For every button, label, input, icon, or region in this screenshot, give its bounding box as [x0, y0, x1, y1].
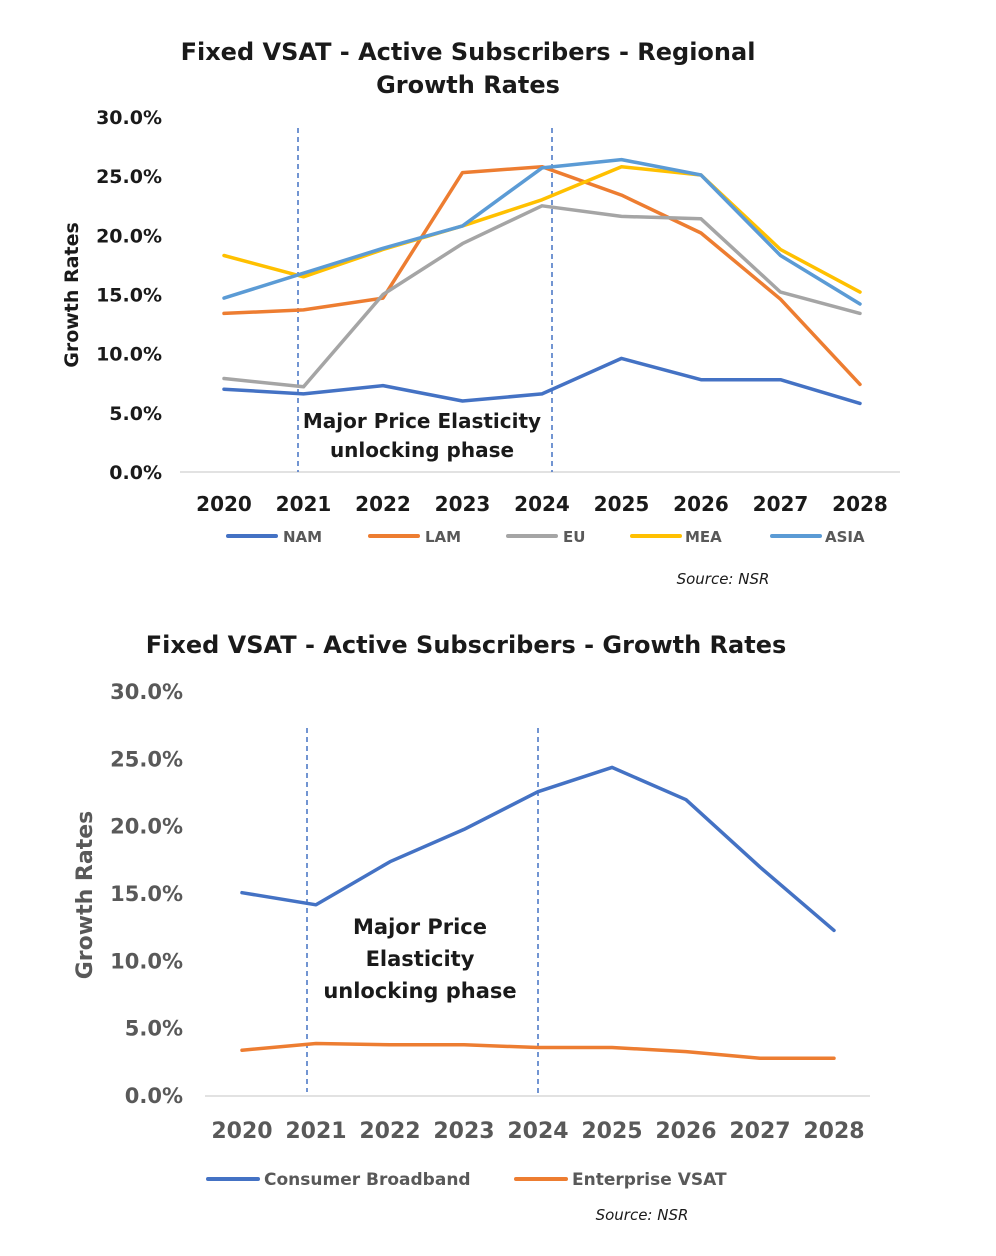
c2-x-tick-label: 2026: [655, 1119, 716, 1144]
chart1-series: [222, 157, 862, 406]
chart2-y-ticks: 0.0% 5.0% 10.0% 15.0% 20.0% 25.0% 30.0%: [110, 680, 183, 1108]
c2-x-tick-label: 2028: [803, 1119, 864, 1144]
c1-legend-label-asia: ASIA: [825, 528, 865, 546]
chart1-y-ticks: 0.0% 5.0% 10.0% 15.0% 20.0% 25.0% 30.0%: [96, 107, 162, 484]
c1-y-tick-label: 20.0%: [96, 225, 162, 247]
c1-y-tick-label: 5.0%: [109, 403, 162, 425]
c2-x-tick-label: 2023: [433, 1119, 494, 1144]
chart2-phase-lines: [306, 728, 539, 1094]
c2-x-tick-label: 2022: [359, 1119, 420, 1144]
chart1-title-line-1: Fixed VSAT - Active Subscribers - Region…: [181, 38, 756, 66]
chart1-y-axis-label: Growth Rates: [61, 222, 83, 368]
chart1-phase-lines: [297, 128, 553, 472]
chart-1: Fixed VSAT - Active Subscribers - Region…: [61, 38, 900, 588]
c1-series-eu: [222, 204, 862, 389]
c2-y-tick-label: 25.0%: [110, 747, 183, 771]
chart1-source: Source: NSR: [677, 570, 770, 588]
c1-x-tick-label: 2026: [673, 492, 729, 516]
chart1-legend: NAM LAM EU MEA ASIA: [226, 528, 865, 546]
c2-legend-label-enterprise-vsat: Enterprise VSAT: [572, 1170, 727, 1190]
c1-x-tick-label: 2024: [514, 492, 570, 516]
c1-y-tick-label: 0.0%: [109, 462, 162, 484]
c2-x-tick-label: 2025: [581, 1119, 642, 1144]
c2-series-consumer-broadband: [240, 765, 836, 933]
chart1-title-line-2: Growth Rates: [376, 71, 560, 99]
c2-x-tick-label: 2021: [285, 1119, 346, 1144]
c2-x-tick-label: 2020: [211, 1119, 272, 1144]
c1-x-tick-label: 2021: [276, 492, 332, 516]
c2-x-tick-label: 2024: [507, 1119, 568, 1144]
chart1-x-ticks: 2020 2021 2022 2023 2024 2025 2026 2027 2028: [196, 492, 888, 516]
chart2-annotation-line-3: unlocking phase: [323, 979, 516, 1003]
c1-y-tick-label: 15.0%: [96, 285, 162, 307]
chart2-title: Fixed VSAT - Active Subscribers - Growth…: [146, 631, 787, 659]
chart2-annotation-line-1: Major Price: [353, 915, 487, 939]
c1-legend-label-nam: NAM: [283, 528, 322, 546]
chart-2: Fixed VSAT - Active Subscribers - Growth…: [73, 631, 870, 1224]
c1-series-asia: [222, 157, 862, 306]
c1-y-tick-label: 25.0%: [96, 166, 162, 188]
c1-x-tick-label: 2022: [355, 492, 411, 516]
chart2-legend: Consumer Broadband Enterprise VSAT: [206, 1170, 727, 1190]
c1-y-tick-label: 30.0%: [96, 107, 162, 129]
c2-legend-label-consumer-broadband: Consumer Broadband: [264, 1170, 471, 1190]
c2-x-tick-label: 2027: [729, 1119, 790, 1144]
chart2-series: [240, 765, 836, 1061]
c1-legend-label-mea: MEA: [685, 528, 722, 546]
chart2-x-ticks: 2020 2021 2022 2023 2024 2025 2026 2027 2028: [211, 1119, 864, 1144]
c2-y-tick-label: 15.0%: [110, 882, 183, 906]
c1-series-mea: [222, 164, 862, 294]
chart1-annotation-line-1: Major Price Elasticity: [303, 409, 541, 433]
c1-x-tick-label: 2025: [594, 492, 650, 516]
c2-y-tick-label: 0.0%: [125, 1084, 183, 1108]
chart2-y-axis-label: Growth Rates: [73, 811, 98, 980]
c2-y-tick-label: 10.0%: [110, 949, 183, 973]
c1-x-tick-label: 2028: [832, 492, 888, 516]
c2-y-tick-label: 30.0%: [110, 680, 183, 704]
c1-x-tick-label: 2027: [753, 492, 809, 516]
chart2-source: Source: NSR: [596, 1206, 689, 1224]
c1-x-tick-label: 2023: [435, 492, 491, 516]
c1-legend-label-lam: LAM: [425, 528, 461, 546]
chart1-annotation-line-2: unlocking phase: [330, 438, 514, 462]
c2-series-enterprise-vsat: [240, 1041, 836, 1061]
c1-legend-label-eu: EU: [563, 528, 585, 546]
c1-y-tick-label: 10.0%: [96, 344, 162, 366]
c2-y-tick-label: 5.0%: [125, 1017, 183, 1041]
c2-y-tick-label: 20.0%: [110, 815, 183, 839]
c1-x-tick-label: 2020: [196, 492, 252, 516]
chart2-annotation-line-2: Elasticity: [366, 947, 475, 971]
c1-series-nam: [222, 356, 862, 406]
